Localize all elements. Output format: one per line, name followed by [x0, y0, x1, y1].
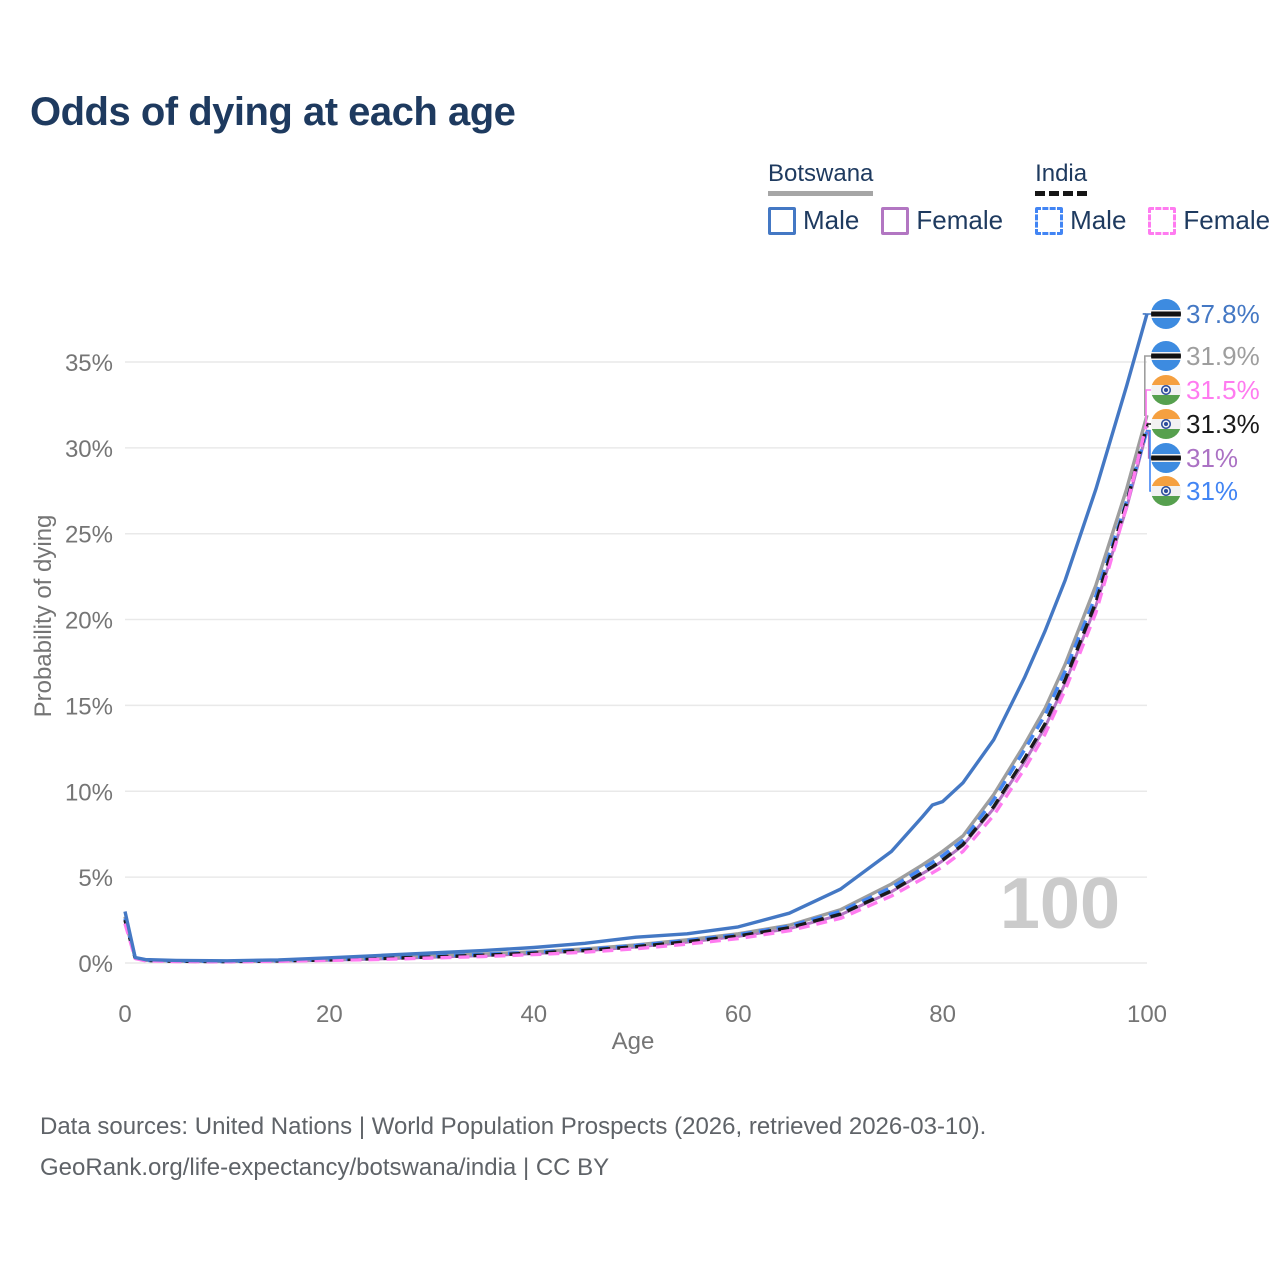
end-label-connector: [1146, 429, 1151, 492]
legend-group-botswana: Botswana Male Female: [768, 160, 1003, 236]
y-tick-label: 5%: [78, 865, 113, 892]
legend-item-label: Male: [803, 205, 860, 235]
data-sources-line: Data sources: United Nations | World Pop…: [40, 1113, 987, 1140]
end-label-connector: [1146, 423, 1151, 427]
end-label-value: 37.8%: [1186, 298, 1260, 329]
solid-line-swatch-icon: [881, 206, 910, 235]
end-label-value: 31%: [1186, 475, 1239, 506]
end-label-india-female: 31.5%: [1151, 374, 1260, 406]
india-flag-icon: [1151, 409, 1181, 439]
y-axis-title: Probability of dying: [30, 514, 57, 718]
legend-item-india-male[interactable]: Male: [1035, 205, 1126, 236]
solid-line-swatch-icon: [768, 206, 796, 235]
legend-item-label: Female: [916, 205, 1004, 235]
legend-item-label: Female: [1183, 205, 1271, 235]
end-label-connector: [1145, 389, 1151, 423]
india-flag-icon: [1151, 375, 1181, 405]
dashed-line-swatch-icon: [1148, 206, 1177, 235]
end-label-value: 31%: [1186, 442, 1239, 473]
x-tick-label: 80: [929, 1001, 956, 1028]
india-flag-icon: [1151, 476, 1181, 506]
legend: Botswana Male Female India Male Female: [768, 160, 1270, 236]
botswana-flag-icon: [1151, 341, 1181, 371]
dashed-line-swatch-icon: [1035, 206, 1064, 235]
end-label-botswana-male: 37.8%: [1151, 298, 1260, 330]
end-label-value: 31.9%: [1186, 340, 1260, 371]
end-label-india-male: 31%: [1151, 475, 1238, 507]
legend-item-label: Male: [1070, 205, 1127, 235]
y-tick-label: 35%: [65, 350, 113, 377]
x-tick-label: 100: [1127, 1001, 1167, 1028]
series-line-botswana_female: [123, 430, 1149, 964]
x-axis-title: Age: [611, 1028, 655, 1055]
end-label-botswana-female: 31%: [1151, 442, 1238, 474]
x-tick-label: 40: [520, 1001, 547, 1028]
x-tick-label: 20: [316, 1001, 343, 1028]
series-line-botswana_all: [123, 414, 1149, 963]
botswana-flag-icon: [1151, 443, 1181, 473]
end-label-value: 31.3%: [1186, 408, 1260, 439]
legend-country-india: India: [1035, 160, 1088, 196]
legend-item-botswana-female[interactable]: Female: [881, 205, 1003, 236]
y-tick-label: 0%: [78, 951, 113, 978]
legend-item-india-female[interactable]: Female: [1148, 205, 1270, 236]
x-tick-label: 0: [118, 1001, 131, 1028]
legend-country-botswana: Botswana: [768, 160, 874, 196]
y-tick-label: 20%: [65, 608, 113, 635]
legend-group-india: India Male Female: [1035, 160, 1270, 236]
y-tick-label: 10%: [65, 779, 113, 806]
y-tick-label: 15%: [65, 693, 113, 720]
end-label-india-all: 31.3%: [1151, 408, 1260, 440]
end-label-botswana-all: 31.9%: [1151, 340, 1260, 372]
series-line-botswana_male: [123, 313, 1149, 963]
series-line-india_female: [123, 421, 1149, 964]
x-tick-label: 60: [725, 1001, 752, 1028]
age-indicator: 100: [999, 864, 1120, 944]
botswana-flag-icon: [1151, 299, 1181, 329]
attribution-line: GeoRank.org/life-expectancy/botswana/ind…: [40, 1154, 610, 1181]
y-tick-label: 25%: [65, 522, 113, 549]
footer: Data sources: United Nations | World Pop…: [40, 1106, 986, 1188]
series-line-india_male: [123, 430, 1149, 964]
page-title: Odds of dying at each age: [30, 90, 516, 134]
end-label-value: 31.5%: [1186, 374, 1260, 405]
y-tick-label: 30%: [65, 436, 113, 463]
series-line-india_all: [123, 425, 1149, 964]
legend-item-botswana-male[interactable]: Male: [768, 205, 859, 236]
